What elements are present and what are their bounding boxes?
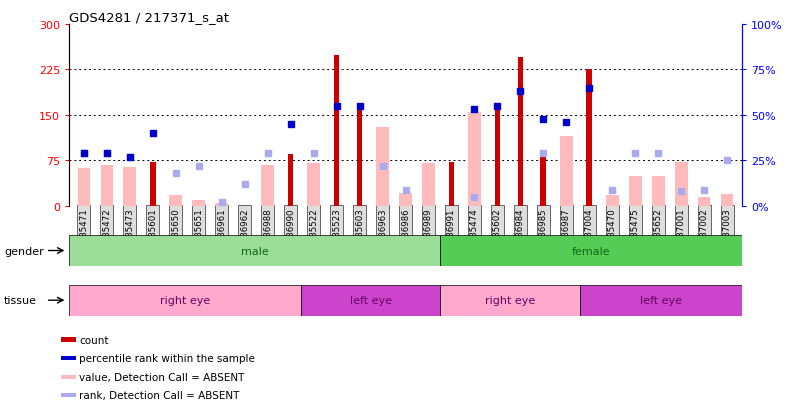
Bar (652, 176, 664, 206)
Bar (192, 200, 205, 206)
Text: gender: gender (4, 246, 44, 256)
Bar (586, 70, 592, 206)
Text: percentile rank within the sample: percentile rank within the sample (79, 353, 255, 363)
Bar (216, 204, 228, 206)
Text: male: male (241, 246, 268, 256)
Bar (61, 356, 75, 360)
Bar (517, 58, 523, 206)
Bar (288, 155, 294, 206)
Text: right eye: right eye (160, 295, 210, 306)
Bar (399, 193, 412, 206)
Bar (169, 196, 182, 206)
Bar (334, 56, 340, 206)
Bar (580, 285, 742, 316)
Bar (495, 109, 500, 206)
Bar (376, 128, 388, 206)
Text: tissue: tissue (4, 295, 37, 306)
Text: count: count (79, 335, 109, 345)
Bar (721, 195, 733, 206)
Bar (101, 165, 114, 206)
Bar (468, 113, 481, 206)
Text: rank, Detection Call = ABSENT: rank, Detection Call = ABSENT (79, 390, 239, 401)
Bar (61, 375, 75, 379)
Text: value, Detection Call = ABSENT: value, Detection Call = ABSENT (79, 372, 245, 382)
Bar (423, 164, 435, 206)
Bar (307, 164, 320, 206)
Bar (123, 167, 136, 206)
Bar (69, 235, 440, 266)
Bar (440, 235, 742, 266)
Bar (675, 163, 688, 206)
Bar (440, 285, 580, 316)
Bar (629, 176, 642, 206)
Bar (560, 137, 573, 206)
Bar (697, 197, 710, 206)
Bar (540, 155, 546, 206)
Text: left eye: left eye (640, 295, 682, 306)
Bar (78, 169, 90, 206)
Text: right eye: right eye (485, 295, 535, 306)
Bar (301, 285, 440, 316)
Text: female: female (572, 246, 611, 256)
Text: left eye: left eye (350, 295, 392, 306)
Bar (448, 162, 454, 206)
Bar (69, 285, 301, 316)
Bar (357, 107, 363, 206)
Bar (61, 394, 75, 397)
Text: GDS4281 / 217371_s_at: GDS4281 / 217371_s_at (69, 11, 229, 24)
Bar (150, 162, 156, 206)
Bar (606, 196, 619, 206)
Bar (261, 165, 274, 206)
Bar (61, 338, 75, 342)
